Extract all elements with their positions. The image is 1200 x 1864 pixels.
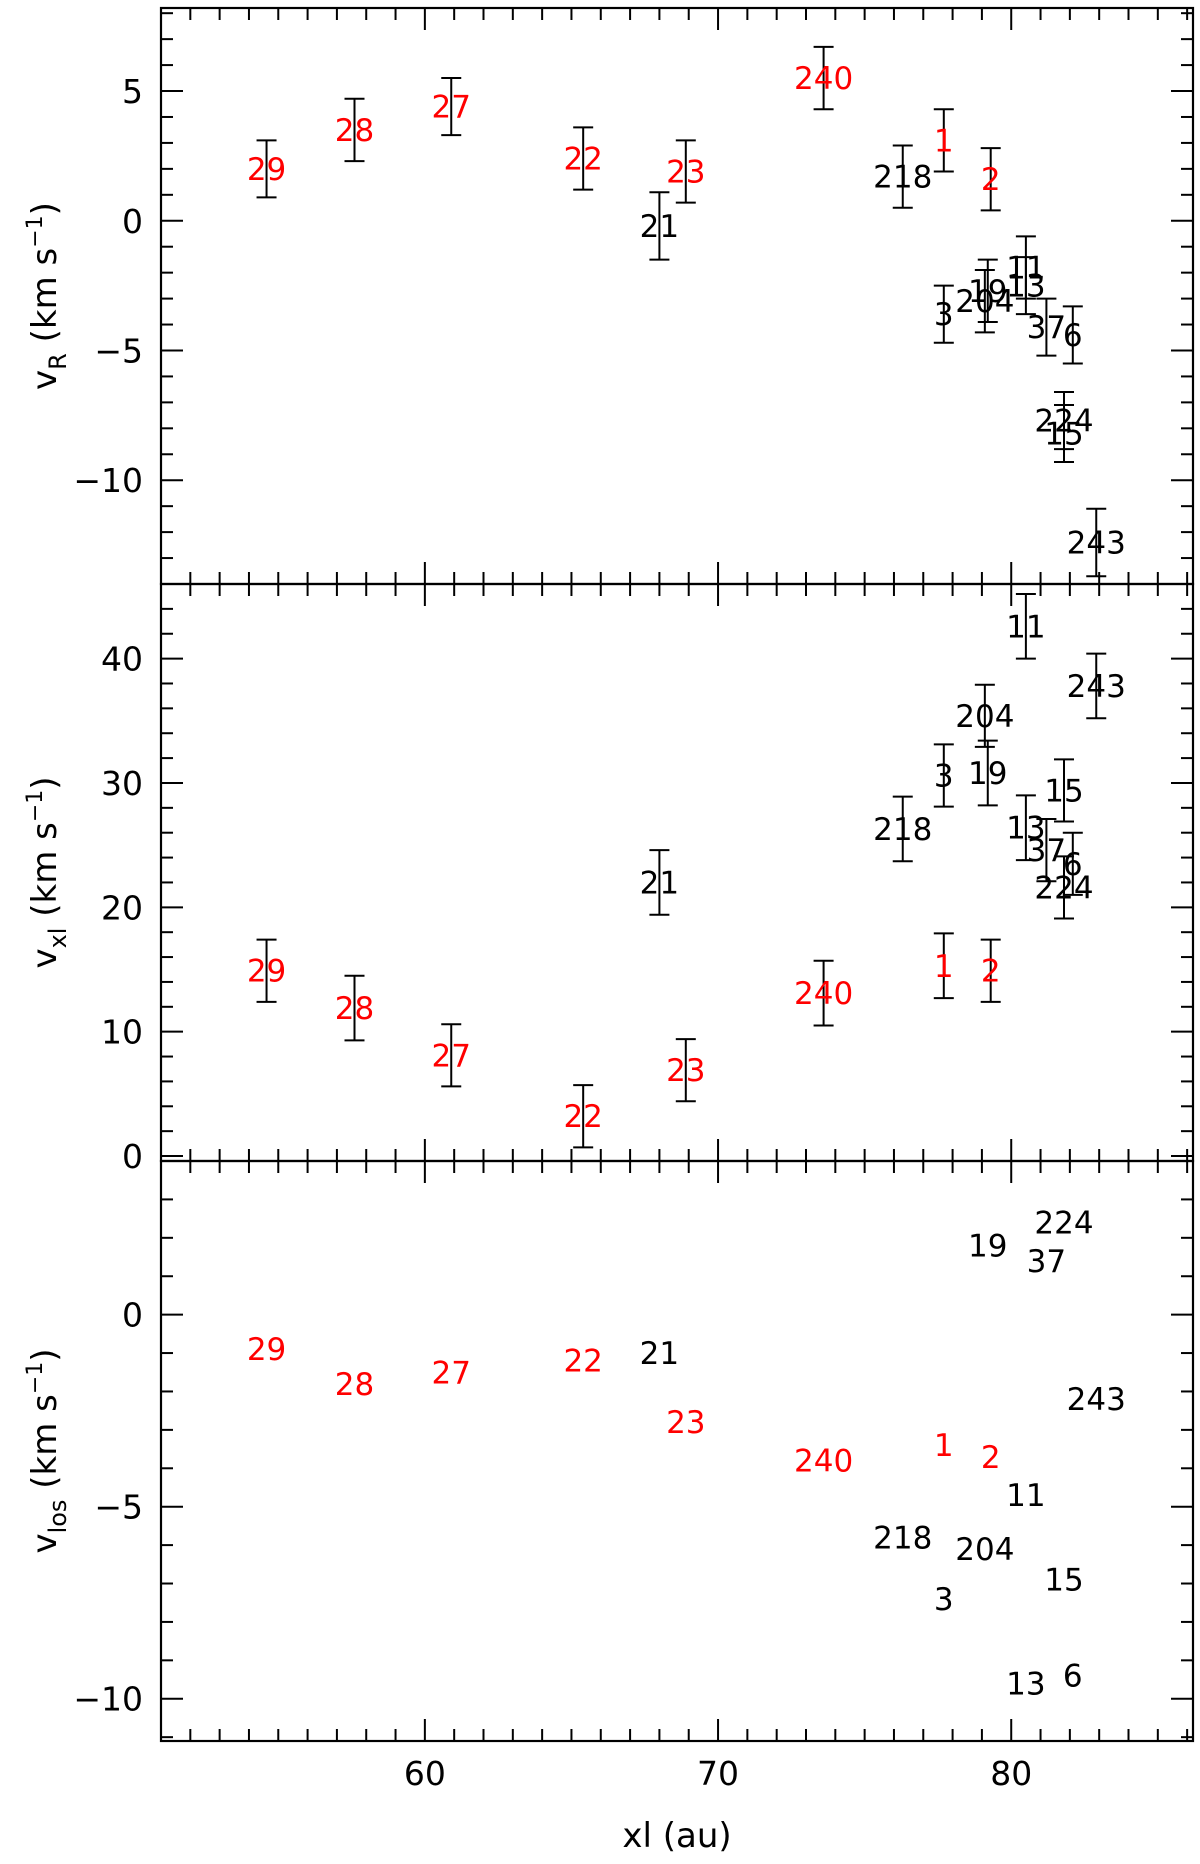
- x-tick-label: 60: [404, 1754, 446, 1793]
- point-label-vR-2: 2: [981, 162, 1001, 198]
- point-label-vxl-218: 218: [873, 812, 932, 848]
- point-label-vlos-1: 1: [934, 1428, 954, 1464]
- point-label-vR-218: 218: [873, 160, 932, 196]
- y-axis-label-part: ): [25, 202, 65, 215]
- point-label-vxl-37: 37: [1027, 833, 1066, 869]
- point-label-vxl-3: 3: [934, 759, 954, 795]
- point-label-vxl-15: 15: [1044, 773, 1083, 809]
- y-axis-label-part: v: [25, 1533, 65, 1553]
- point-label-vxl-13: 13: [1006, 811, 1045, 847]
- y-axis-label-part: −1: [23, 1362, 48, 1394]
- point-label-vR-21: 21: [640, 209, 679, 245]
- point-label-vlos-6: 6: [1063, 1659, 1083, 1695]
- point-label-vlos-29: 29: [247, 1332, 286, 1368]
- point-label-vlos-11: 11: [1006, 1478, 1045, 1514]
- y-axis-label-part: ): [25, 776, 65, 789]
- data-layer: [256, 45, 1107, 1149]
- y-axis-label-vlos: vlos (km s−1): [23, 1348, 72, 1553]
- y-tick-label-vR: −10: [73, 461, 143, 500]
- y-tick-label-vxl: 10: [101, 1013, 143, 1052]
- point-label-vxl-240: 240: [794, 976, 853, 1012]
- y-tick-label-vxl: 30: [101, 764, 143, 803]
- y-axis-label-part: v: [25, 948, 65, 968]
- point-label-vlos-23: 23: [666, 1405, 705, 1441]
- y-axis-label-part: v: [25, 370, 65, 390]
- point-label-vR-27: 27: [432, 90, 471, 126]
- y-tick-label-vxl: 0: [122, 1137, 143, 1176]
- point-label-vR-23: 23: [666, 154, 705, 190]
- point-label-vlos-224: 224: [1034, 1205, 1093, 1241]
- point-label-vxl-2: 2: [981, 954, 1001, 990]
- point-label-vlos-240: 240: [794, 1444, 853, 1480]
- point-label-vlos-28: 28: [335, 1367, 374, 1403]
- y-axis-label-part: ): [25, 1348, 65, 1361]
- y-tick-label-vxl: 20: [101, 888, 143, 927]
- point-label-vxl-243: 243: [1067, 669, 1126, 705]
- y-axis-label-vxl: vxl (km s−1): [23, 776, 72, 968]
- point-label-vxl-27: 27: [432, 1038, 471, 1074]
- y-axis-label-part: −1: [23, 790, 48, 822]
- point-label-vR-22: 22: [563, 141, 602, 177]
- point-label-vR-28: 28: [335, 113, 374, 149]
- point-label-vR-37: 37: [1027, 310, 1066, 346]
- point-label-vR-224: 224: [1034, 404, 1093, 440]
- point-label-vR-19: 19: [968, 274, 1007, 310]
- point-label-vR-15: 15: [1044, 417, 1083, 453]
- point-label-vR-243: 243: [1067, 525, 1126, 561]
- point-label-vxl-11: 11: [1006, 609, 1045, 645]
- y-axis-label-part: los: [44, 1500, 72, 1534]
- x-tick-label: 80: [990, 1754, 1032, 1793]
- point-label-vR-240: 240: [794, 61, 853, 97]
- point-label-vR-204: 204: [955, 284, 1014, 320]
- point-label-vR-1: 1: [934, 123, 954, 159]
- y-axis-label-part: (km s: [25, 1394, 65, 1499]
- y-axis-label-part: R: [44, 353, 72, 370]
- x-axis-label: xl (au): [622, 1816, 731, 1856]
- y-tick-label-vlos: −10: [73, 1680, 143, 1719]
- point-label-vlos-243: 243: [1067, 1382, 1126, 1418]
- point-label-vxl-28: 28: [335, 991, 374, 1027]
- x-tick-label: 70: [697, 1754, 739, 1793]
- point-label-vxl-29: 29: [247, 954, 286, 990]
- point-label-vlos-2: 2: [981, 1440, 1001, 1476]
- point-label-vxl-1: 1: [934, 949, 954, 985]
- point-label-vxl-6: 6: [1063, 847, 1083, 883]
- point-label-vR-13: 13: [1006, 269, 1045, 305]
- point-label-vxl-224: 224: [1034, 870, 1093, 906]
- point-label-vxl-23: 23: [666, 1053, 705, 1089]
- point-label-vR-11: 11: [1006, 250, 1045, 286]
- point-label-vlos-218: 218: [873, 1520, 932, 1556]
- point-label-vlos-13: 13: [1006, 1666, 1045, 1702]
- point-label-vlos-3: 3: [934, 1582, 954, 1618]
- y-tick-label-vR: 0: [122, 202, 143, 241]
- point-label-vxl-19: 19: [968, 756, 1007, 792]
- y-axis-label-part: (km s: [25, 822, 65, 927]
- y-tick-label-vlos: 0: [122, 1296, 143, 1335]
- point-label-vxl-21: 21: [640, 865, 679, 901]
- point-label-vlos-27: 27: [432, 1355, 471, 1391]
- y-axis-label-part: xl: [44, 928, 72, 949]
- y-axis-label-part: (km s: [25, 248, 65, 353]
- point-label-vlos-15: 15: [1044, 1563, 1083, 1599]
- y-axis-label-vR: vR (km s−1): [23, 202, 72, 390]
- point-label-vlos-19: 19: [968, 1229, 1007, 1265]
- point-label-vlos-204: 204: [955, 1532, 1014, 1568]
- point-label-vR-29: 29: [247, 152, 286, 188]
- y-tick-label-vxl: 40: [101, 640, 143, 679]
- point-label-vlos-21: 21: [640, 1336, 679, 1372]
- point-label-vxl-204: 204: [955, 699, 1014, 735]
- point-label-vlos-22: 22: [563, 1344, 602, 1380]
- panel-frame-vlos: [159, 1159, 1195, 1743]
- y-tick-label-vR: −5: [94, 331, 143, 370]
- y-axis-label-part: −1: [23, 215, 48, 247]
- y-tick-label-vR: 5: [122, 72, 143, 111]
- point-label-vxl-22: 22: [563, 1099, 602, 1135]
- panel-frames: [159, 6, 1195, 1743]
- point-label-vR-3: 3: [934, 297, 954, 333]
- point-label-vlos-37: 37: [1027, 1244, 1066, 1280]
- point-label-vR-6: 6: [1063, 318, 1083, 354]
- y-tick-label-vlos: −5: [94, 1488, 143, 1527]
